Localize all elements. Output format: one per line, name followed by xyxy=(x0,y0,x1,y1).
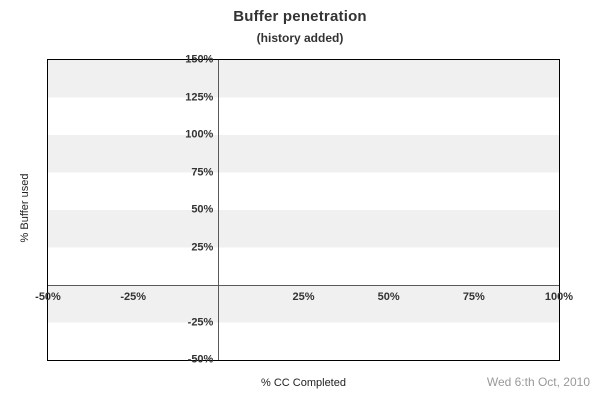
y-tick-label: -50% xyxy=(187,353,214,366)
y-zero-axis-line xyxy=(218,60,220,360)
y-tick-label: -25% xyxy=(187,316,214,328)
y-tick-label: 25% xyxy=(191,241,214,253)
x-tick-label: 50% xyxy=(377,291,400,303)
y-axis-label: % Buffer used xyxy=(19,173,31,243)
y-tick-label: 50% xyxy=(191,203,214,216)
x-tick-label: 100% xyxy=(544,291,574,303)
x-tick-label: 25% xyxy=(292,291,315,303)
plot-area: 150% 125% 100% 75% 50% 25% -25% -50% -50% -25% 25%… xyxy=(35,54,573,365)
y-tick-label: 100% xyxy=(185,128,214,141)
y-tick-label: 75% xyxy=(191,166,214,178)
x-tick-label: 75% xyxy=(462,291,485,303)
x-tick-label: -50% xyxy=(35,291,61,303)
x-tick-label: -25% xyxy=(120,291,146,303)
y-tick-label: 125% xyxy=(185,91,214,103)
date-stamp: Wed 6:th Oct, 2010 xyxy=(486,375,590,389)
chart-title: Buffer penetration xyxy=(233,8,367,25)
y-tick-label: 150% xyxy=(185,53,214,66)
chart-subtitle: (history added) xyxy=(256,31,344,45)
x-zero-axis-line xyxy=(48,285,559,286)
x-axis-label: % CC Completed xyxy=(261,377,346,389)
plot-bands xyxy=(48,60,559,360)
